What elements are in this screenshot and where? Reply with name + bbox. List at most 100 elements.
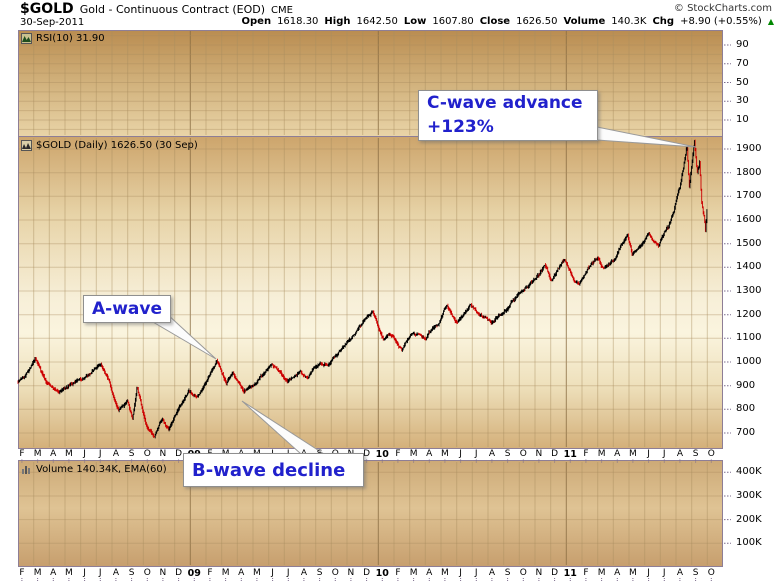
indicator-icon — [21, 33, 32, 44]
symbol-label: $GOLD — [20, 1, 74, 17]
rsi-axis-label: 30 — [736, 95, 749, 107]
volume-axis-label: 200K — [736, 513, 762, 525]
price-axis-label: 1600 — [736, 214, 762, 225]
x-axis-label-mid: M — [33, 449, 42, 459]
x-axis-label-mid: M — [441, 449, 449, 459]
x-axis-label-bottom: J — [647, 568, 650, 578]
x-axis-label-bottom: 11 — [563, 568, 577, 579]
price-axis-label: 1000 — [736, 356, 762, 367]
annotation-a-wave: A-wave — [83, 295, 171, 323]
rsi-axis-label: 90 — [736, 39, 749, 50]
exchange-label: CME — [271, 5, 293, 16]
x-axis-label-bottom: N — [347, 568, 355, 578]
x-axis-label-bottom: J — [474, 568, 478, 578]
price-axis-label: 1200 — [736, 308, 762, 320]
x-axis-label-mid: D — [363, 449, 371, 459]
x-axis-label-mid: F — [19, 449, 25, 459]
volume-label-row: Volume 140.34K, EMA(60) — [21, 464, 167, 475]
quote-label: High — [324, 16, 351, 27]
x-axis-label-mid: O — [519, 449, 527, 459]
chg-up-icon: ▲ — [767, 17, 774, 26]
x-axis-label-mid: O — [143, 449, 151, 459]
quote-label: Chg — [652, 16, 675, 27]
volume-label: Volume 140.34K, EMA(60) — [36, 464, 167, 475]
x-axis-label-bottom: J — [459, 568, 462, 578]
x-axis-label-bottom: J — [271, 568, 274, 578]
price-label-row: $GOLD (Daily) 1626.50 (30 Sep) — [21, 140, 198, 151]
volume-axis-label: 100K — [736, 537, 762, 549]
x-axis-label-mid: N — [159, 449, 167, 459]
x-axis-label-bottom: M — [221, 568, 230, 578]
price-axis-label: 1800 — [736, 166, 762, 178]
x-axis-label-mid: S — [692, 449, 699, 459]
x-axis-label-mid: A — [426, 449, 433, 459]
rsi-axis-label: 50 — [736, 76, 749, 88]
x-axis-label-bottom: S — [504, 568, 511, 578]
x-axis-label-mid: 10 — [375, 449, 389, 460]
x-axis-label-bottom: S — [316, 568, 323, 578]
price-axis-label: 700 — [736, 427, 756, 438]
price-label: $GOLD (Daily) 1626.50 (30 Sep) — [36, 140, 198, 151]
rsi-label: RSI(10) 31.90 — [36, 33, 105, 44]
quote-value: 140.3K — [611, 16, 647, 27]
stockcharts-credit-link[interactable]: © StockCharts.com — [673, 3, 772, 14]
x-axis-label-mid: M — [409, 449, 418, 459]
chart-title-row: $GOLD Gold - Continuous Contract (EOD) C… — [20, 1, 293, 17]
x-axis-label-bottom: M — [629, 568, 637, 578]
x-axis-label-bottom: M — [253, 568, 261, 578]
x-axis-label-bottom: O — [707, 568, 715, 578]
x-axis-label-bottom: M — [409, 568, 418, 578]
x-axis-label-bottom: O — [143, 568, 151, 578]
volume-axis-label: 300K — [736, 489, 762, 501]
x-axis-label-bottom: J — [662, 568, 666, 578]
x-axis-label-mid: F — [583, 449, 589, 459]
x-axis-label-mid: F — [395, 449, 401, 459]
x-axis-label-mid: J — [459, 449, 462, 459]
annotation-text: C-wave advance — [427, 92, 583, 113]
annotation-b-wave-decline: B-wave decline — [183, 453, 364, 487]
rsi-panel — [18, 30, 723, 137]
x-axis-label-bottom: M — [441, 568, 449, 578]
quote-label: Open — [241, 16, 272, 27]
x-axis-label-mid: M — [65, 449, 73, 459]
x-axis-label-mid: 11 — [563, 449, 577, 460]
x-axis-label-bottom: M — [65, 568, 73, 578]
quote-value: 1607.80 — [432, 16, 474, 27]
x-axis-label-mid: J — [98, 449, 102, 459]
annotation-text: B-wave decline — [192, 459, 346, 481]
x-axis-strip-bottom — [0, 567, 780, 586]
quote-label: Volume — [563, 16, 606, 27]
x-axis-label-bottom: M — [33, 568, 42, 578]
quote-value: +8.90 (+0.55%) — [680, 16, 762, 27]
x-axis-label-mid: N — [535, 449, 543, 459]
x-axis-label-bottom: A — [614, 568, 621, 578]
quote-value: 1626.50 — [516, 16, 558, 27]
price-axis-label: 1300 — [736, 285, 762, 296]
x-axis-label-mid: A — [112, 449, 119, 459]
x-axis-label-bottom: 10 — [375, 568, 389, 579]
x-axis-label-bottom: D — [175, 568, 183, 578]
x-axis-label-bottom: M — [597, 568, 606, 578]
quote-summary-row: Open 1618.30 High 1642.50 Low 1607.80 Close 162… — [242, 16, 775, 27]
x-axis-label-mid: S — [504, 449, 511, 459]
x-axis-label-bottom: F — [19, 568, 25, 578]
price-panel — [18, 136, 723, 449]
x-axis-label-bottom: A — [112, 568, 119, 578]
price-axis-label: 1500 — [736, 237, 762, 249]
annotation-c-wave-advance: C-wave advance +123% — [418, 90, 598, 141]
price-axis-label: 1700 — [736, 190, 762, 202]
x-axis-label-bottom: J — [83, 568, 86, 578]
price-axis-label: 900 — [736, 379, 756, 391]
x-axis-label-bottom: O — [331, 568, 339, 578]
x-axis-label-mid: J — [647, 449, 650, 459]
price-axis-label: 1100 — [736, 332, 762, 344]
x-axis-label-mid: A — [614, 449, 621, 459]
x-axis-label-bottom: D — [363, 568, 371, 578]
x-axis-label-bottom: N — [159, 568, 167, 578]
quote-value: 1618.30 — [277, 16, 319, 27]
quote-label: Low — [403, 16, 427, 27]
annotation-text: +123% — [427, 116, 494, 137]
quote-value: 1642.50 — [356, 16, 398, 27]
x-axis-label-bottom: J — [286, 568, 290, 578]
x-axis-label-mid: J — [83, 449, 86, 459]
